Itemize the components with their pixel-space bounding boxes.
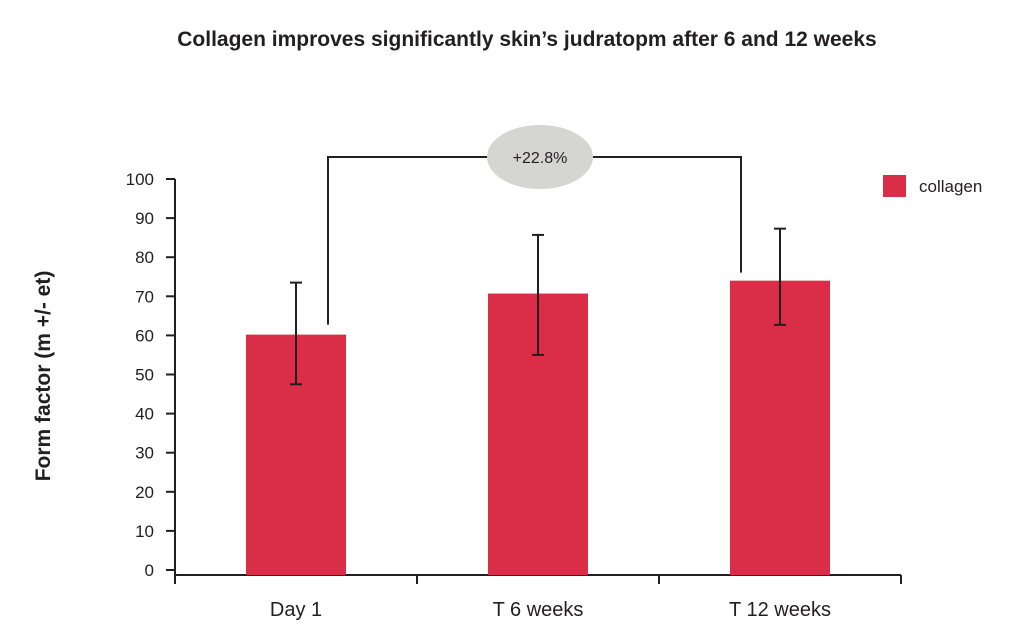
y-tick-label: 70: [135, 287, 154, 306]
y-axis-label-group: Form factor (m +/- et): [32, 271, 55, 482]
legend: collagen: [883, 175, 982, 197]
x-tick-label: Day 1: [270, 599, 322, 621]
annotation-label: +22.8%: [513, 150, 568, 167]
y-tick-label: 100: [126, 170, 154, 189]
legend-label: collagen: [919, 177, 982, 196]
x-tick-label: T 12 weeks: [729, 599, 831, 621]
x-tick-label: T 6 weeks: [493, 599, 584, 621]
y-tick-label: 10: [135, 522, 154, 541]
bars: [246, 280, 830, 575]
y-tick-label: 30: [135, 444, 154, 463]
annotation: +22.8%: [327, 125, 742, 325]
legend-swatch: [883, 175, 906, 197]
y-tick-label: 50: [135, 366, 154, 385]
annotation-bubble: [487, 125, 593, 189]
y-axis-label: Form factor (m +/- et): [32, 271, 55, 482]
y-tick-label: 0: [145, 561, 154, 580]
bar: [730, 280, 830, 575]
error-bars: [290, 227, 786, 386]
axes: 0 10 20 30 40 50 60 70 80 90 100 Day 1 T 6 weeks T 12…: [126, 170, 902, 621]
y-tick-label: 40: [135, 405, 154, 424]
y-tick-label: 60: [135, 326, 154, 345]
y-tick-label: 80: [135, 248, 154, 267]
chart-title: Collagen improves significantly skin’s j…: [177, 28, 876, 51]
y-tick-label: 20: [135, 483, 154, 502]
y-tick-label: 90: [135, 209, 154, 228]
